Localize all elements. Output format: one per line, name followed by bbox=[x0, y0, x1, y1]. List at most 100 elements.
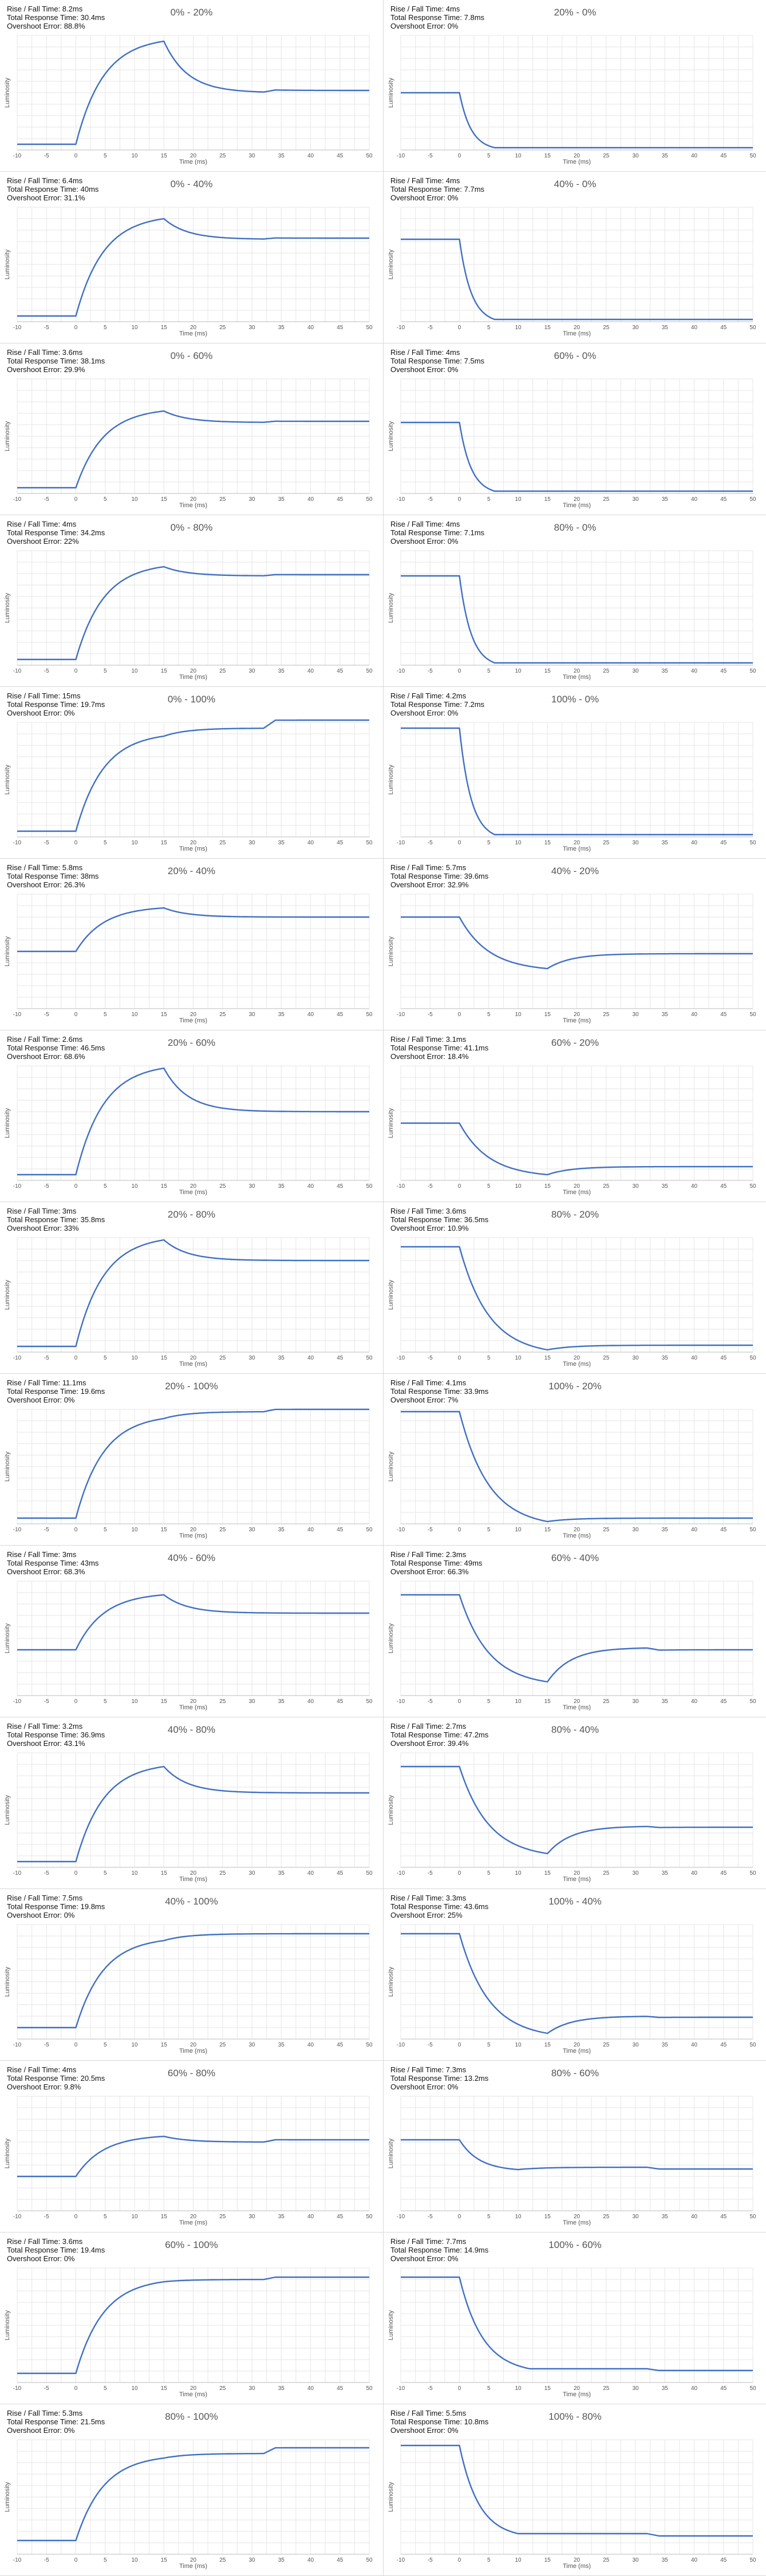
x-tick-label: 40 bbox=[691, 1355, 698, 1361]
x-tick-label: -10 bbox=[397, 1183, 405, 1190]
x-tick-label: 0 bbox=[458, 2214, 461, 2220]
chart-panel: Rise / Fall Time: 7.7ms Total Response Ti… bbox=[383, 2233, 766, 2404]
x-tick-label: 10 bbox=[131, 496, 138, 503]
chart-panel: Rise / Fall Time: 4ms Total Response Time… bbox=[383, 515, 766, 687]
x-tick-label: -10 bbox=[397, 153, 405, 159]
x-tick-label: 25 bbox=[219, 2042, 226, 2048]
x-tick-label: -10 bbox=[397, 496, 405, 503]
x-tick-label: 0 bbox=[74, 840, 78, 846]
x-tick-label: 5 bbox=[104, 1527, 107, 1533]
x-tick-label: 20 bbox=[574, 2214, 581, 2220]
overshoot-error: Overshoot Error: 0% bbox=[7, 1396, 75, 1404]
x-tick-label: 15 bbox=[161, 1355, 168, 1361]
x-tick-label: 50 bbox=[749, 325, 756, 331]
x-tick-label: -10 bbox=[13, 1012, 22, 1018]
x-tick-label: 35 bbox=[662, 1183, 669, 1190]
x-tick-label: 5 bbox=[487, 2042, 491, 2048]
x-tick-label: -10 bbox=[397, 2042, 405, 2048]
x-tick-label: 35 bbox=[278, 2557, 285, 2563]
chart-panel: Rise / Fall Time: 4ms Total Response Time… bbox=[383, 172, 766, 343]
x-tick-label: 45 bbox=[337, 153, 343, 159]
chart-title: 40% - 80% bbox=[167, 1724, 216, 1735]
rise-fall-time: Rise / Fall Time: 2.6ms bbox=[7, 1035, 83, 1044]
rise-fall-time: Rise / Fall Time: 7.7ms bbox=[390, 2237, 467, 2246]
x-tick-label: 10 bbox=[515, 153, 522, 159]
chart-title: 60% - 100% bbox=[165, 2239, 218, 2250]
x-tick-label: 40 bbox=[307, 153, 314, 159]
x-tick-label: 10 bbox=[131, 840, 138, 846]
rise-fall-time: Rise / Fall Time: 8.2ms bbox=[7, 5, 83, 13]
x-tick-label: 10 bbox=[515, 840, 522, 846]
stats-block: Rise / Fall Time: 4ms Total Response Time… bbox=[390, 520, 484, 546]
x-tick-label: 35 bbox=[278, 1012, 285, 1018]
x-tick-label: 35 bbox=[662, 2557, 669, 2563]
x-tick-label: 0 bbox=[74, 1355, 78, 1361]
x-tick-label: -5 bbox=[428, 2042, 433, 2048]
rise-fall-time: Rise / Fall Time: 3.2ms bbox=[7, 1722, 83, 1730]
x-tick-label: 45 bbox=[720, 153, 727, 159]
luminosity-series-line bbox=[401, 2276, 753, 2372]
x-tick-label: 30 bbox=[632, 1870, 639, 1876]
luminosity-series-line bbox=[17, 2276, 369, 2374]
plot-svg: -10 -5 0 5 10 15 20 25 30 35 40 45 50 Time (ms) Lumino… bbox=[4, 1408, 373, 1539]
total-response-time: Total Response Time: 43.6ms bbox=[390, 1902, 489, 1911]
total-response-time: Total Response Time: 7.5ms bbox=[390, 357, 485, 365]
x-tick-label: 20 bbox=[574, 840, 581, 846]
x-tick-label: 25 bbox=[219, 2557, 226, 2563]
x-axis-label: Time (ms) bbox=[563, 1876, 591, 1883]
x-tick-label: 25 bbox=[603, 840, 610, 846]
x-tick-label: 5 bbox=[104, 1012, 107, 1018]
x-tick-label: 15 bbox=[161, 1183, 168, 1190]
x-tick-label: 35 bbox=[662, 496, 669, 503]
x-tick-label: -5 bbox=[428, 668, 433, 674]
plot-svg: -10 -5 0 5 10 15 20 25 30 35 40 45 50 Time (ms) Lumino… bbox=[4, 2439, 373, 2570]
x-tick-label: 10 bbox=[515, 1698, 522, 1705]
x-tick-label: -10 bbox=[397, 325, 405, 331]
x-tick-label: 35 bbox=[278, 325, 285, 331]
plot-svg: -10 -5 0 5 10 15 20 25 30 35 40 45 50 Time (ms) Lumino… bbox=[4, 1752, 373, 1883]
luminosity-series-line bbox=[401, 1122, 753, 1176]
x-tick-label: 45 bbox=[720, 1183, 727, 1190]
x-tick-label: 40 bbox=[691, 325, 698, 331]
x-tick-label: 25 bbox=[219, 1355, 226, 1361]
x-tick-label: -5 bbox=[428, 1698, 433, 1705]
x-tick-label: 40 bbox=[691, 1527, 698, 1533]
chart-title: 20% - 0% bbox=[554, 7, 597, 18]
chart-panel: Rise / Fall Time: 3ms Total Response Time… bbox=[0, 1202, 383, 1374]
y-axis-label: Luminosity bbox=[388, 1966, 394, 1997]
x-tick-label: 0 bbox=[74, 1012, 78, 1018]
rise-fall-time: Rise / Fall Time: 3.6ms bbox=[390, 1207, 467, 1215]
total-response-time: Total Response Time: 38ms bbox=[7, 872, 99, 880]
chart-panel: Rise / Fall Time: 3.2ms Total Response Ti… bbox=[0, 1717, 383, 1889]
x-tick-label: 20 bbox=[574, 1698, 581, 1705]
x-tick-label: 0 bbox=[458, 2557, 461, 2563]
y-axis-label: Luminosity bbox=[4, 592, 11, 623]
y-axis-label: Luminosity bbox=[388, 2482, 394, 2512]
x-axis-label: Time (ms) bbox=[179, 2048, 207, 2055]
x-tick-label: 0 bbox=[74, 668, 78, 674]
x-tick-label: 15 bbox=[161, 325, 168, 331]
x-tick-label: 40 bbox=[691, 668, 698, 674]
luminosity-series-line bbox=[17, 410, 369, 489]
x-tick-label: 50 bbox=[749, 1870, 756, 1876]
x-tick-label: 15 bbox=[544, 325, 551, 331]
x-axis-label: Time (ms) bbox=[179, 502, 207, 509]
x-tick-label: -5 bbox=[44, 2385, 49, 2392]
luminosity-series-line bbox=[401, 92, 753, 149]
x-tick-label: 45 bbox=[337, 1355, 343, 1361]
x-tick-label: 5 bbox=[104, 1870, 107, 1876]
plot-svg: -10 -5 0 5 10 15 20 25 30 35 40 45 50 Time (ms) Lumino… bbox=[4, 35, 373, 165]
x-tick-label: 10 bbox=[131, 2385, 138, 2392]
x-axis-label: Time (ms) bbox=[563, 846, 591, 852]
x-tick-label: 40 bbox=[691, 2385, 698, 2392]
overshoot-error: Overshoot Error: 0% bbox=[390, 2254, 459, 2263]
x-tick-label: 30 bbox=[632, 668, 639, 674]
rise-fall-time: Rise / Fall Time: 4ms bbox=[390, 520, 460, 528]
stats-block: Rise / Fall Time: 3.1ms Total Response Ti… bbox=[390, 1035, 488, 1061]
y-axis-label: Luminosity bbox=[4, 764, 11, 795]
x-tick-label: 25 bbox=[219, 325, 226, 331]
x-tick-label: 20 bbox=[574, 668, 581, 674]
x-tick-label: 25 bbox=[603, 1527, 610, 1533]
stats-block: Rise / Fall Time: 7.3ms Total Response Ti… bbox=[390, 2065, 488, 2091]
stats-block: Rise / Fall Time: 4ms Total Response Time… bbox=[7, 520, 105, 546]
